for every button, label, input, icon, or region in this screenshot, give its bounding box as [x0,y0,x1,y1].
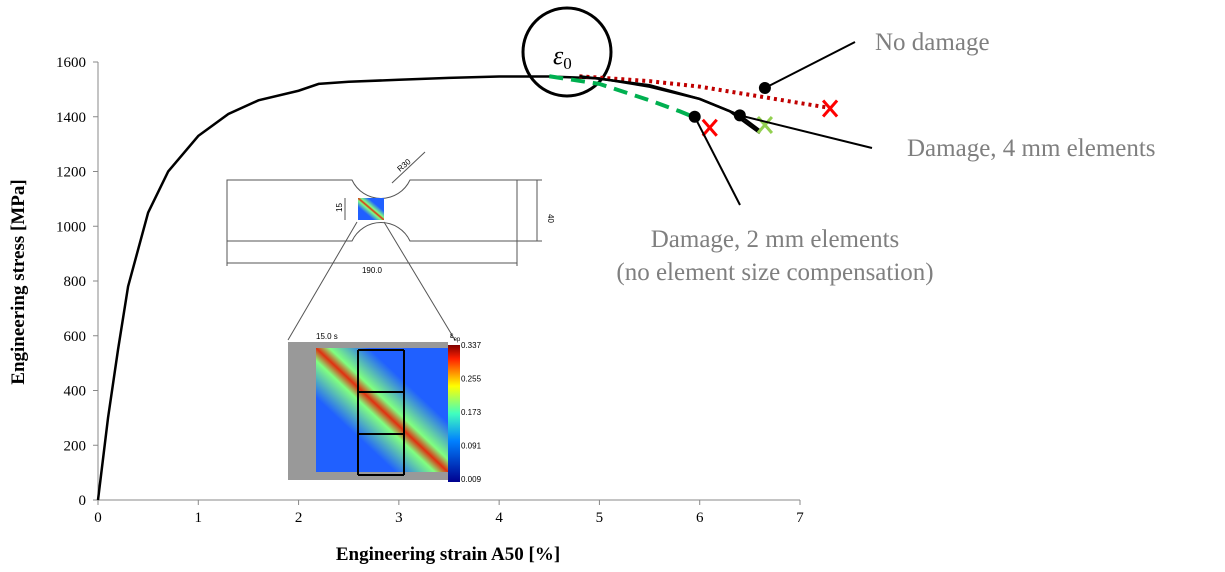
annotation-point [759,82,771,94]
x-tick-label: 2 [295,510,303,526]
annotation-text: No damage [875,29,990,56]
y-tick-label: 200 [64,438,87,454]
colorbar-title: εep [450,331,461,343]
x-tick-label: 1 [195,510,203,526]
y-tick-label: 600 [64,329,87,345]
colorbar-title-sub: ep [454,337,461,343]
x-axis-label: Engineering strain A50 [%] [336,544,560,565]
annotation-point [734,109,746,121]
eps-sub: 0 [563,54,572,73]
x-tick-label: 5 [596,510,604,526]
y-tick-label: 1600 [56,55,86,71]
x-tick-label: 4 [495,510,503,526]
x-tick-label: 6 [696,510,704,526]
inset-label: 40 [546,214,555,223]
colorbar-tick: 0.255 [461,375,482,384]
y-tick-label: 1000 [56,219,86,235]
colorbar-tick: 0.091 [461,442,482,451]
y-tick-label: 1400 [56,110,86,126]
annotation-text: (no element size compensation) [616,259,933,286]
inset-label: 190.0 [362,266,383,275]
y-axis-label: Engineering stress [MPa] [8,179,29,384]
inset-label: R30 [396,157,413,174]
colorbar-tick: 0.173 [461,408,482,417]
annotation-text: Damage, 4 mm elements [907,135,1156,162]
y-tick-label: 400 [64,384,87,400]
x-tick-label: 7 [796,510,804,526]
inset-label: 15.0 s [316,332,338,341]
inset-label: 15 [335,203,344,212]
colorbar-tick: 0.337 [461,341,482,350]
eps-label: ε0 [553,41,572,73]
x-tick-label: 0 [94,510,102,526]
annotation-line [695,117,740,205]
failure-mark [703,120,717,136]
y-tick-label: 0 [79,493,87,509]
y-tick-label: 800 [64,274,87,290]
failure-mark [823,101,837,117]
annotation-point [689,111,701,123]
x-tick-label: 3 [395,510,403,526]
inset [227,152,542,482]
annotation-line [765,42,855,88]
colorbar-tick: 0.009 [461,475,482,484]
chart: ε0 Engineering strain A50 [%] Engineerin… [0,0,1225,572]
annotation-text: Damage, 2 mm elements [651,226,900,253]
y-tick-label: 1200 [56,165,86,181]
